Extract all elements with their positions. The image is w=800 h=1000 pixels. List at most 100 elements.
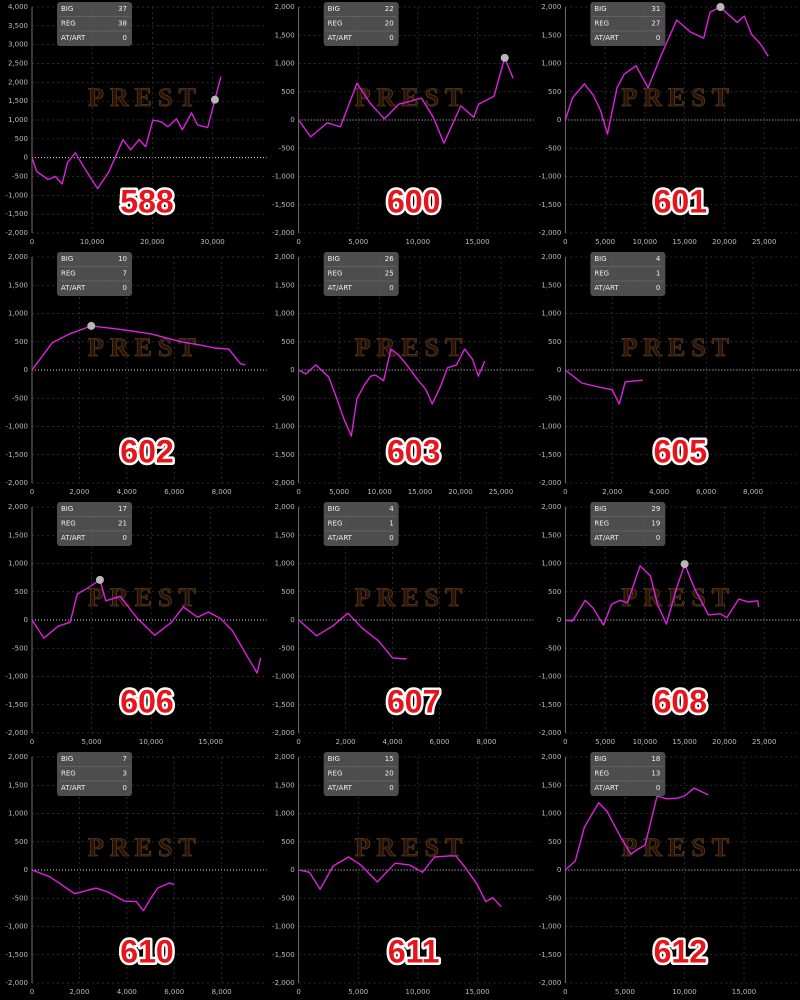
stat-value: 13: [651, 770, 660, 778]
x-tick-label: 6,000: [164, 988, 184, 996]
x-tick-label: 4,000: [117, 488, 137, 496]
y-tick-label: 1,500: [275, 781, 295, 789]
y-tick-label: -2,000: [272, 979, 295, 987]
stat-label: AT/ART: [594, 284, 619, 292]
watermark: PREST: [621, 333, 735, 362]
x-tick-label: 15,000: [732, 988, 757, 996]
stat-label: REG: [594, 520, 609, 528]
y-tick-label: 1,000: [275, 60, 295, 68]
y-tick-label: -1,500: [272, 451, 295, 459]
stat-value: 0: [656, 34, 660, 42]
stat-value: 0: [389, 534, 393, 542]
y-tick-label: 1,500: [541, 31, 561, 39]
panel: 2,000 1,500 1,000 500 0 -500 -1,000 -1,500 -2,00…: [5, 252, 267, 496]
y-tick-label: 4,000: [8, 3, 28, 11]
y-tick-label: 500: [281, 338, 294, 346]
stat-value: 21: [118, 520, 127, 528]
y-tick-label: -500: [279, 644, 295, 652]
watermark: PREST: [88, 833, 202, 862]
panel: 2,000 1,500 1,000 500 0 -500 -1,000 -1,500 -2,00…: [272, 2, 534, 246]
y-tick-label: -500: [545, 144, 561, 152]
stat-value: 38: [118, 20, 127, 28]
stat-label: REG: [61, 770, 76, 778]
stats-box: [590, 752, 666, 796]
y-tick-label: -1,500: [272, 201, 295, 209]
data-line: [298, 57, 514, 144]
y-tick-label: 500: [15, 838, 28, 846]
y-tick-label: 1,000: [275, 810, 295, 818]
stat-value: 37: [118, 5, 127, 13]
y-tick-label: 0: [290, 866, 294, 874]
stat-value: 20: [385, 20, 394, 28]
y-tick-label: 0: [24, 154, 28, 162]
stat-label: AT/ART: [328, 784, 353, 792]
y-tick-label: -1,000: [5, 923, 28, 931]
x-tick-label: 10,000: [633, 238, 658, 246]
x-tick-label: 8,000: [212, 488, 232, 496]
stat-value: 4: [389, 505, 394, 513]
panel: 4,0003,5003,0002,5002,0001,5001,0005000-…: [5, 2, 267, 246]
x-tick-label: 0: [30, 738, 34, 746]
x-tick-label: 15,000: [198, 738, 223, 746]
x-tick-label: 10,000: [139, 738, 164, 746]
y-tick-label: 2,000: [541, 3, 561, 11]
x-tick-label: 5,000: [348, 238, 368, 246]
panel: 2,000 1,500 1,000 500 0 -500 -1,000 -1,500 -2,00…: [539, 752, 800, 996]
x-tick-label: 0: [563, 238, 567, 246]
x-tick-label: 5,000: [329, 488, 349, 496]
y-tick-label: 2,000: [8, 78, 28, 86]
x-tick-label: 2,000: [336, 738, 356, 746]
y-tick-label: 500: [548, 838, 561, 846]
y-tick-label: -2,000: [539, 229, 562, 237]
stat-value: 0: [656, 284, 660, 292]
machine-number: 611: [388, 933, 440, 969]
data-line: [298, 612, 407, 660]
machine-number: 612: [654, 933, 707, 969]
y-tick-label: -1,000: [539, 923, 562, 931]
y-tick-label: -1,000: [5, 423, 28, 431]
stats-box: [590, 502, 666, 546]
y-tick-label: -2,000: [5, 979, 28, 987]
x-tick-label: 0: [296, 488, 300, 496]
x-tick-label: 25,000: [752, 238, 777, 246]
y-tick-label: 0: [557, 616, 561, 624]
stat-value: 0: [389, 784, 393, 792]
y-tick-label: -500: [12, 894, 28, 902]
y-tick-label: -1,000: [539, 673, 562, 681]
y-tick-label: -1,500: [5, 951, 28, 959]
y-tick-label: 1,000: [8, 116, 28, 124]
y-tick-label: 1,500: [541, 281, 561, 289]
stat-value: 18: [651, 755, 660, 763]
data-line: [31, 579, 262, 674]
stat-value: 1: [656, 270, 660, 278]
y-tick-label: 0: [557, 866, 561, 874]
y-tick-label: -500: [545, 644, 561, 652]
stat-value: 7: [123, 755, 127, 763]
x-tick-label: 25,000: [752, 738, 777, 746]
stat-label: AT/ART: [61, 784, 86, 792]
y-tick-label: 500: [548, 338, 561, 346]
y-tick-label: -500: [12, 394, 28, 402]
point-marker: [680, 560, 689, 569]
x-tick-label: 20,000: [712, 238, 737, 246]
y-tick-label: -1,500: [539, 201, 562, 209]
y-tick-label: 1,500: [541, 531, 561, 539]
stat-label: BIG: [328, 755, 340, 763]
watermark: PREST: [88, 583, 202, 612]
x-tick-label: 5,000: [595, 238, 615, 246]
point-marker: [500, 53, 509, 62]
watermark: PREST: [355, 83, 469, 112]
stat-label: AT/ART: [594, 34, 619, 42]
stat-value: 0: [389, 284, 393, 292]
y-tick-label: -2,000: [539, 979, 562, 987]
stat-label: BIG: [594, 505, 606, 513]
y-tick-label: 3,500: [8, 22, 28, 30]
stat-value: 1: [389, 520, 393, 528]
watermark: PREST: [621, 83, 735, 112]
x-tick-label: 10,000: [367, 488, 392, 496]
y-tick-label: 500: [281, 838, 294, 846]
stat-label: BIG: [328, 505, 340, 513]
y-tick-label: -2,000: [272, 479, 295, 487]
